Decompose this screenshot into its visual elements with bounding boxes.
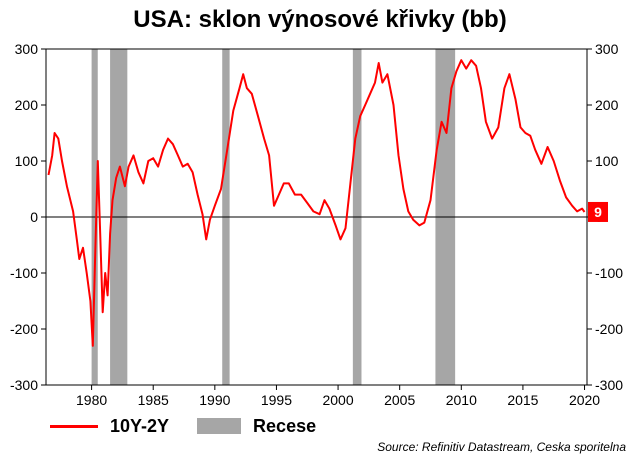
y-tick-label-right: -200: [595, 321, 623, 337]
series-line-path: [47, 59, 586, 347]
y-tick-label-right: 100: [595, 153, 619, 169]
legend-item-10y-2y: 10Y-2Y: [50, 416, 169, 437]
x-tick-label: 2005: [384, 392, 415, 408]
x-tick-label: 2000: [322, 392, 353, 408]
legend-line-swatch: [50, 424, 98, 428]
x-tick-label: 1985: [138, 392, 169, 408]
y-tick-label-left: 0: [30, 209, 38, 225]
y-tick-label-left: 200: [15, 97, 39, 113]
legend-item-recese: Recese: [197, 416, 316, 437]
x-axis: 1980 1985 1990 1995 2000 2005 2010 2015 2020: [76, 385, 600, 408]
y-axis-left: -300 -200 -100 0 100 200 300: [10, 41, 46, 393]
legend: 10Y-2Y Recese: [50, 414, 344, 438]
last-value-badge: 9: [588, 201, 608, 222]
x-tick-label: 2020: [569, 392, 600, 408]
y-tick-label-left: 100: [15, 153, 39, 169]
y-tick-label-left: 300: [15, 41, 39, 57]
y-tick-label-left: -300: [10, 377, 38, 393]
source-note: Source: Refinitiv Datastream, Ceska spor…: [377, 440, 626, 454]
legend-label-10y-2y: 10Y-2Y: [110, 415, 170, 436]
last-value-box: [588, 201, 608, 222]
series-10y-2y: [47, 59, 586, 347]
x-tick-label: 2010: [446, 392, 477, 408]
y-tick-label-right: 300: [595, 41, 619, 57]
chart-title: USA: sklon výnosové křivky (bb): [133, 6, 507, 33]
y-tick-label-left: -100: [10, 265, 38, 281]
y-tick-label-right: 200: [595, 97, 619, 113]
y-tick-label-left: -200: [10, 321, 38, 337]
x-tick-label: 1980: [76, 392, 107, 408]
y-tick-label-right: -300: [595, 377, 623, 393]
y-tick-label-right: -100: [595, 265, 623, 281]
last-value-text: 9: [594, 204, 602, 220]
legend-box-swatch: [197, 418, 242, 434]
x-tick-label: 1990: [199, 392, 230, 408]
x-tick-label: 2015: [507, 392, 538, 408]
legend-label-recese: Recese: [253, 415, 317, 436]
x-tick-label: 1995: [261, 392, 292, 408]
